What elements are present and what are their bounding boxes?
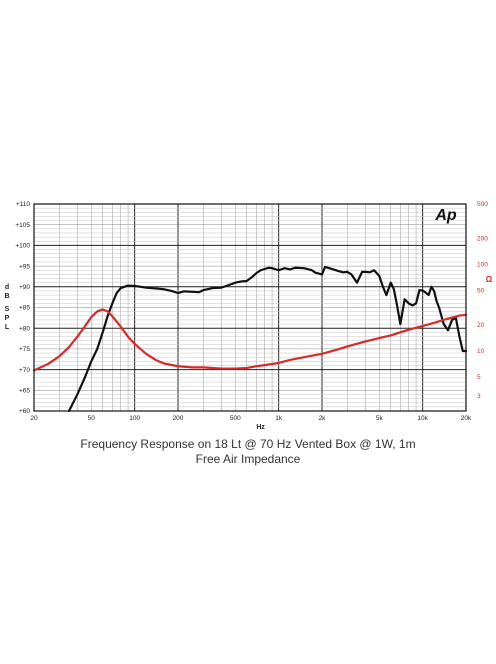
chart-grid: [33, 203, 467, 412]
y-right-tick-label: 500: [477, 201, 488, 208]
x-tick-label: 500: [230, 415, 241, 422]
y-axis-label-char: S: [5, 306, 10, 313]
y-right-tick-label: 20: [477, 322, 485, 329]
chart-caption-title: Frequency Response on 18 Lt @ 70 Hz Vent…: [80, 437, 416, 451]
x-tick-label: 5k: [376, 415, 384, 422]
y-right-tick-label: 10: [477, 348, 485, 355]
y-left-tick-label: +85: [19, 305, 30, 312]
impedance-line: [32, 308, 468, 372]
x-tick-labels: 20 50 100 200 500 1k 2k 5k 10k 20k: [30, 415, 472, 422]
plot-frame: [33, 203, 467, 412]
y-axis-label-char: L: [5, 324, 10, 331]
x-tick-label: 50: [88, 415, 96, 422]
ap-logo: Ap: [434, 207, 457, 224]
y-axis-label-char: B: [4, 293, 9, 300]
chart-caption-subtitle: Free Air Impedance: [195, 452, 301, 466]
y-left-tick-label: +75: [19, 346, 30, 353]
y-right-tick-label: 100: [477, 262, 488, 269]
y-right-tick-label: 50: [477, 288, 485, 295]
y-right-tick-label: 200: [477, 236, 488, 243]
y-left-tick-label: +105: [15, 222, 30, 229]
y-left-tick-label: +110: [16, 201, 31, 208]
y-axis-label-right: Ω: [486, 275, 493, 284]
y-right-tick-label: 3: [477, 393, 481, 400]
y-left-tick-label: +100: [15, 243, 30, 250]
x-tick-label: 200: [173, 415, 184, 422]
y-right-tick-label: 5: [477, 374, 481, 381]
x-tick-label: 20: [30, 415, 38, 422]
x-tick-label: 10k: [417, 415, 428, 422]
y-left-tick-label: +65: [19, 388, 30, 395]
x-tick-label: 20k: [461, 415, 472, 422]
y-left-tick-label: +95: [19, 263, 30, 270]
y-left-tick-label: +80: [19, 325, 30, 332]
x-tick-label: 2k: [319, 415, 327, 422]
y-left-tick-label: +70: [19, 367, 30, 374]
spl-response-line: [67, 265, 468, 413]
y-axis-label-char: d: [5, 284, 9, 291]
y-axis-label-char: P: [5, 315, 10, 322]
x-axis-label: Hz: [256, 424, 265, 431]
x-tick-label: 1k: [275, 415, 283, 422]
y-left-tick-label: +90: [19, 284, 30, 291]
y-left-tick-labels: +110 +105 +100 +95 +90 +85 +80 +75 +70 +65 +60: [15, 201, 30, 415]
x-tick-label: 100: [129, 415, 140, 422]
y-right-tick-labels: 500 200 100 50 20 10 5 3: [477, 201, 488, 400]
chart-series: [32, 265, 468, 413]
y-left-tick-label: +60: [19, 408, 30, 415]
